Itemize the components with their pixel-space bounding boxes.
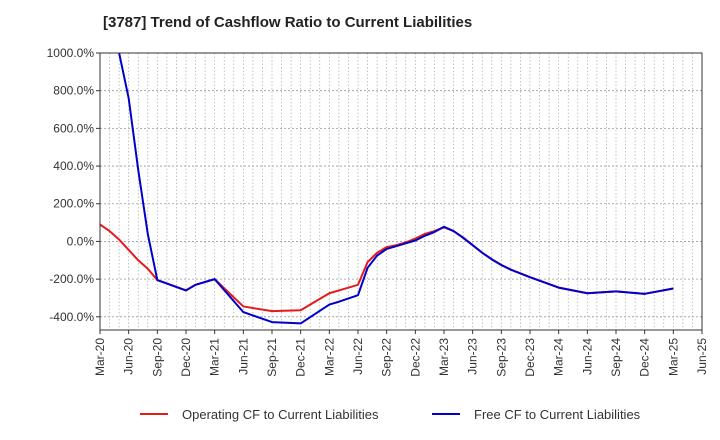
x-tick-label: Jun-20: [122, 338, 136, 375]
x-tick-label: Mar-21: [208, 338, 222, 376]
chart-title: [3787] Trend of Cashflow Ratio to Curren…: [103, 14, 473, 31]
x-tick-label: Sep-23: [494, 338, 508, 377]
series-line-free-cf: [118, 52, 674, 325]
y-tick-label: 400.0%: [53, 159, 94, 173]
grid-lines: [99, 52, 703, 330]
x-tick-label: Jun-21: [236, 338, 250, 375]
x-tick-label: Jun-22: [351, 338, 365, 375]
y-tick-label: 200.0%: [53, 197, 94, 211]
legend: Operating CF to Current Liabilities Free …: [140, 407, 641, 422]
x-tick-label: Dec-24: [638, 338, 652, 377]
x-tick-label: Mar-25: [666, 338, 680, 376]
y-tick-label: 0.0%: [67, 234, 95, 248]
x-tick-label: Mar-20: [93, 338, 107, 376]
x-axis: Mar-20 Jun-20 Sep-20 Dec-20 Mar-21 Jun-21 Sep-…: [93, 330, 709, 377]
x-tick-label: Sep-22: [380, 338, 394, 377]
x-tick-label: Dec-23: [523, 338, 537, 377]
x-tick-label: Jun-23: [466, 338, 480, 375]
y-tick-label: 800.0%: [53, 84, 94, 98]
y-tick-label: 1000.0%: [47, 46, 95, 60]
x-tick-label: Mar-22: [322, 338, 336, 376]
x-tick-label: Dec-21: [294, 338, 308, 377]
x-tick-label: Dec-22: [408, 338, 422, 377]
x-tick-label: Dec-20: [179, 338, 193, 377]
x-tick-label: Sep-20: [150, 338, 164, 377]
x-tick-label: Sep-24: [609, 338, 623, 377]
y-axis: 1000.0% 800.0% 600.0% 400.0% 200.0% 0.0% -200.…: [47, 46, 100, 324]
x-tick-label: Jun-25: [695, 338, 709, 375]
legend-label: Operating CF to Current Liabilities: [182, 407, 379, 422]
plot-frame: [99, 52, 703, 331]
x-tick-label: Jun-24: [580, 338, 594, 375]
x-tick-label: Mar-24: [552, 338, 566, 376]
legend-label: Free CF to Current Liabilities: [474, 407, 641, 422]
y-tick-label: -200.0%: [49, 272, 94, 286]
x-tick-label: Sep-21: [265, 338, 279, 377]
series-group: [100, 52, 674, 325]
x-tick-label: Mar-23: [437, 338, 451, 376]
y-tick-label: 600.0%: [53, 121, 94, 135]
y-tick-label: -400.0%: [49, 310, 94, 324]
